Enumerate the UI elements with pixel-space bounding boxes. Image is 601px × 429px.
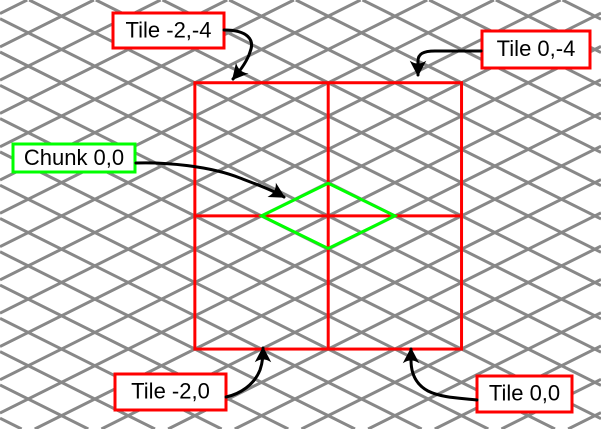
svg-text:Chunk 0,0: Chunk 0,0 — [24, 145, 124, 170]
svg-text:Tile 0,-4: Tile 0,-4 — [497, 36, 576, 61]
svg-text:Tile -2,0: Tile -2,0 — [131, 379, 210, 404]
svg-text:Tile -2,-4: Tile -2,-4 — [126, 18, 212, 43]
svg-text:Tile 0,0: Tile 0,0 — [489, 381, 560, 406]
